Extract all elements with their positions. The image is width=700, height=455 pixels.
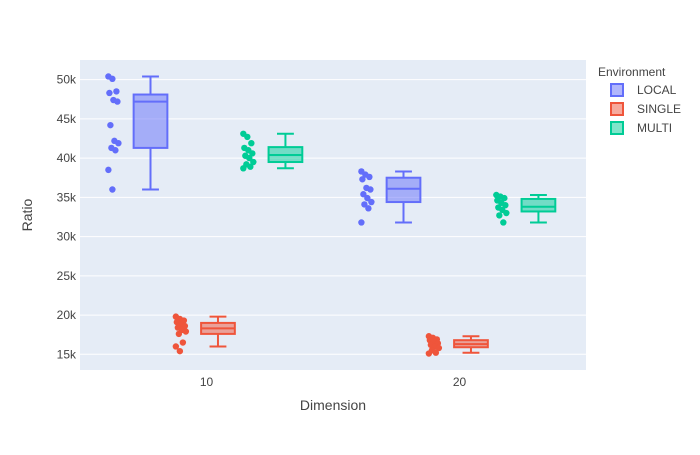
data-point xyxy=(106,89,113,97)
legend-title: Environment xyxy=(598,65,666,79)
data-point xyxy=(115,139,122,147)
box-traces xyxy=(105,73,557,357)
legend-label: MULTI xyxy=(637,121,672,135)
y-tick-label: 30k xyxy=(57,230,77,244)
data-point xyxy=(367,186,374,193)
box-trace-single xyxy=(425,333,489,357)
data-point xyxy=(176,347,184,355)
data-point xyxy=(501,194,508,202)
data-point xyxy=(113,88,120,95)
data-point xyxy=(366,173,373,181)
legend-label: SINGLE xyxy=(637,102,681,116)
data-point xyxy=(435,344,443,352)
data-point xyxy=(248,139,255,147)
box-trace-local xyxy=(105,73,169,193)
y-tick-label: 50k xyxy=(57,73,77,87)
data-point xyxy=(496,212,503,219)
data-point xyxy=(107,121,114,129)
y-tick-labels: 15k 20k 25k 30k 35k 40k 45k 50k xyxy=(57,73,77,362)
data-point xyxy=(425,350,433,357)
legend-label: LOCAL xyxy=(637,83,677,97)
data-point xyxy=(109,75,116,83)
data-point xyxy=(359,176,366,183)
data-point xyxy=(249,150,256,157)
legend-swatch xyxy=(610,121,624,135)
data-point xyxy=(364,194,371,202)
data-point xyxy=(246,154,253,162)
x-tick-labels: 10 20 xyxy=(200,375,467,389)
data-point xyxy=(432,349,440,356)
legend-swatch xyxy=(610,83,624,97)
data-point xyxy=(500,219,507,226)
y-gridlines xyxy=(80,79,586,355)
y-tick-label: 15k xyxy=(57,347,77,361)
legend: Environment LOCAL SINGLE MULTI xyxy=(598,65,681,135)
data-point xyxy=(244,133,251,141)
data-point xyxy=(247,163,254,170)
legend-swatch xyxy=(610,102,624,116)
data-point xyxy=(240,165,247,172)
data-point xyxy=(175,330,183,338)
x-axis-title: Dimension xyxy=(300,397,366,413)
y-tick-label: 45k xyxy=(57,112,77,126)
x-tick-label: 20 xyxy=(453,375,467,389)
legend-item-single: SINGLE xyxy=(610,102,681,116)
data-point xyxy=(105,166,112,174)
x-tick-label: 10 xyxy=(200,375,214,389)
data-point xyxy=(358,219,365,226)
data-point xyxy=(368,198,375,206)
y-axis-title: Ratio xyxy=(19,198,35,231)
box-iqr xyxy=(132,93,169,149)
y-tick-label: 20k xyxy=(57,308,77,322)
box-iqr xyxy=(520,197,557,213)
data-point xyxy=(365,205,372,212)
y-tick-label: 40k xyxy=(57,151,77,165)
box-trace-multi xyxy=(240,130,304,172)
y-tick-label: 25k xyxy=(57,269,77,283)
data-point xyxy=(109,186,116,193)
data-point xyxy=(182,328,190,335)
data-point xyxy=(179,339,187,346)
data-point xyxy=(503,209,510,217)
box-iqr xyxy=(385,176,422,204)
box-trace-multi xyxy=(493,191,557,226)
data-point xyxy=(114,98,121,105)
data-point xyxy=(361,201,368,208)
data-point xyxy=(360,191,367,198)
box-trace-single xyxy=(172,313,236,355)
legend-item-multi: MULTI xyxy=(610,121,672,135)
y-tick-label: 35k xyxy=(57,190,77,204)
box-trace-local xyxy=(358,168,422,226)
legend-item-local: LOCAL xyxy=(610,83,677,97)
data-point xyxy=(250,158,257,166)
data-point xyxy=(172,343,180,350)
data-point xyxy=(112,147,119,154)
data-point xyxy=(502,201,509,209)
